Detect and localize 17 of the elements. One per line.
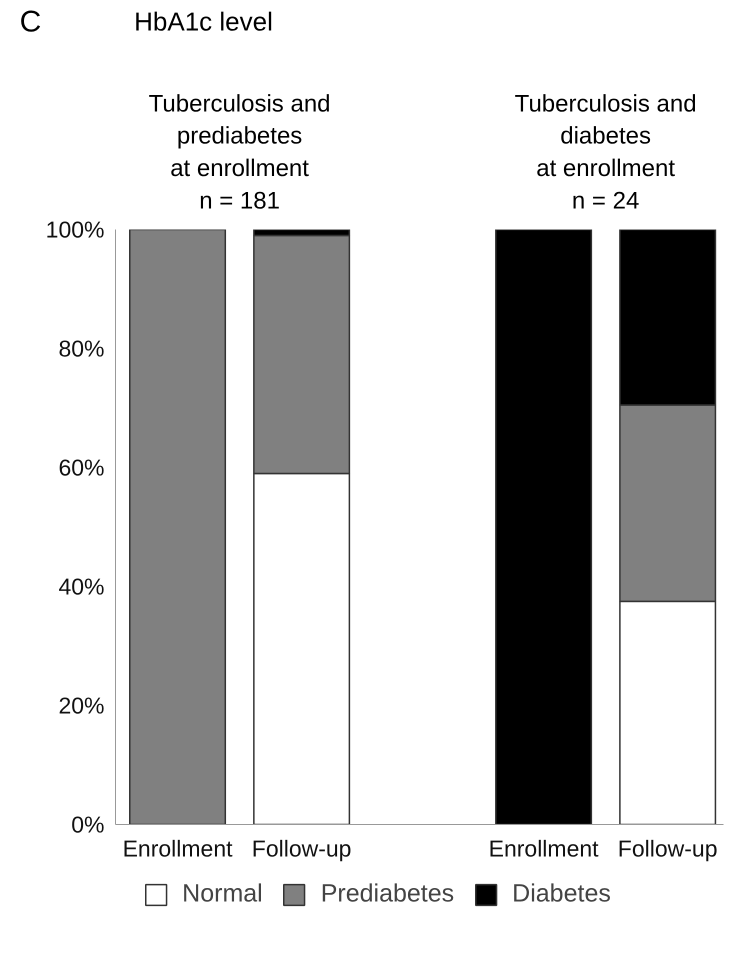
text: C bbox=[20, 6, 42, 38]
x-tick-label: Follow-up bbox=[252, 836, 352, 862]
chart-title: HbA1c level bbox=[134, 6, 273, 36]
x-tick-label: Enrollment bbox=[488, 836, 600, 862]
legend-label: Prediabetes bbox=[320, 880, 454, 908]
y-tick-label: 20% bbox=[58, 692, 105, 718]
x-tick-label: Follow-up bbox=[618, 836, 718, 862]
text: Tuberculosis and prediabetes at enrollment n = 181 bbox=[148, 90, 331, 214]
y-tick-label: 60% bbox=[58, 454, 105, 480]
x-tick-label: Enrollment bbox=[122, 836, 234, 862]
legend-label: Normal bbox=[182, 880, 263, 908]
legend-label: Diabetes bbox=[512, 880, 611, 908]
text: Tuberculosis and diabetes at enrollment n = 24 bbox=[514, 90, 697, 214]
y-tick-label: 0% bbox=[71, 812, 105, 838]
y-tick-label: 40% bbox=[58, 574, 105, 600]
y-tick-label: 80% bbox=[58, 336, 105, 362]
y-tick-label: 100% bbox=[46, 216, 105, 242]
